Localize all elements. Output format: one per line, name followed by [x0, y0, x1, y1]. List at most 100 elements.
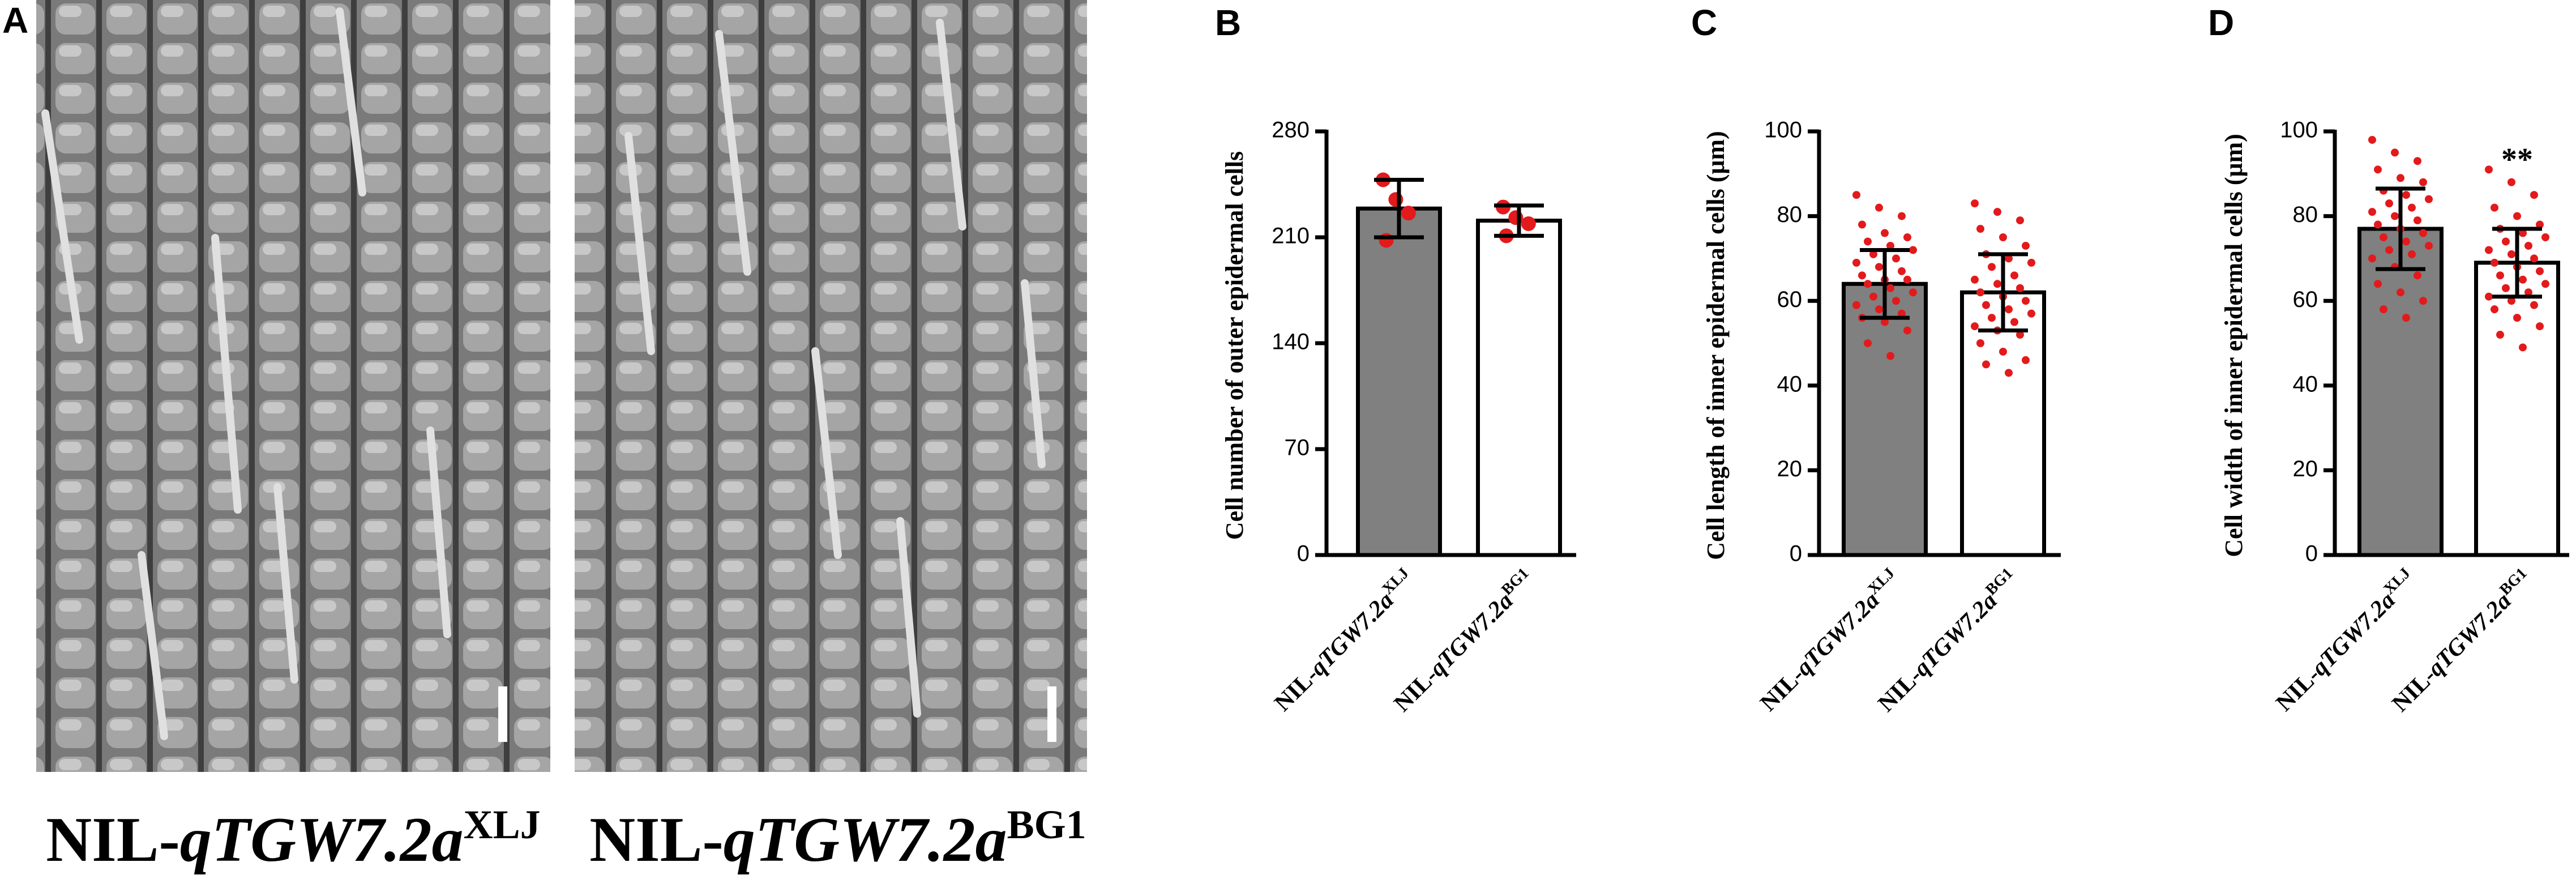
caption-allele: XLJ [464, 802, 541, 847]
data-point [2491, 203, 2498, 212]
data-point [2397, 288, 2404, 297]
data-point [1875, 305, 1883, 314]
data-point [1852, 191, 1860, 199]
data-point [1971, 199, 1979, 208]
data-point [1401, 206, 1416, 221]
data-point [1379, 233, 1394, 248]
data-point [1993, 208, 2001, 216]
data-point [2519, 275, 2527, 284]
bar [2357, 227, 2444, 557]
data-point [2530, 191, 2538, 199]
data-point [2016, 284, 2024, 292]
sem-image [575, 0, 1087, 772]
caption-gene: qTGW7.2a [724, 805, 1007, 875]
data-point [1852, 301, 1860, 309]
data-point [1999, 347, 2007, 356]
data-point [1875, 203, 1883, 212]
data-point [2368, 254, 2376, 263]
error-bar [1978, 252, 2028, 333]
y-tick-label: 100 [1764, 118, 1802, 143]
data-point [2022, 356, 2030, 364]
data-point [1898, 267, 1906, 275]
data-point [1881, 318, 1889, 326]
data-point [2016, 216, 2024, 225]
data-point [2496, 271, 2504, 280]
y-tick-label: 80 [2293, 202, 2318, 227]
data-point [1869, 250, 1877, 258]
panel-label: B [1215, 2, 1241, 43]
data-point [2414, 157, 2421, 165]
data-point [2380, 233, 2387, 241]
x-tick-label: NIL-qTGW7.2aBG1 [1872, 565, 2024, 717]
data-point [1976, 288, 1984, 297]
caption-prefix: NIL- [46, 805, 179, 875]
y-tick-label: 280 [1272, 118, 1310, 143]
data-point [2485, 292, 2493, 301]
data-point [2419, 229, 2427, 237]
y-tick-label: 0 [2305, 541, 2318, 566]
data-point [2027, 309, 2035, 318]
data-point [2022, 297, 2030, 305]
data-point [2507, 297, 2515, 305]
data-point [2541, 233, 2549, 241]
data-point [1988, 314, 1996, 322]
error-bar [1374, 177, 1424, 240]
data-point [2513, 314, 2521, 322]
data-point [2385, 246, 2393, 254]
data-point [1892, 254, 1900, 263]
data-point [1886, 284, 1894, 292]
caption-prefix: NIL- [589, 805, 723, 875]
data-point [1875, 263, 1883, 271]
data-point [2374, 220, 2382, 229]
error-bar [1494, 203, 1544, 238]
data-point [1864, 339, 1872, 347]
data-point [2374, 165, 2382, 174]
data-point [2491, 305, 2498, 314]
data-point [2519, 229, 2527, 237]
data-point [1999, 233, 2007, 241]
significance: ** [2501, 142, 2533, 177]
data-point [2385, 199, 2393, 208]
data-point [1971, 322, 1979, 331]
data-point [2491, 258, 2498, 267]
y-tick-label: 140 [1272, 330, 1310, 355]
data-point [2402, 314, 2410, 322]
data-point [2010, 318, 2018, 326]
data-point [1909, 288, 1917, 297]
data-point [2010, 271, 2018, 280]
data-point [2005, 369, 2013, 377]
data-point [2536, 267, 2544, 275]
data-point [2419, 178, 2427, 186]
data-point [2530, 254, 2538, 263]
data-point [2496, 331, 2504, 339]
data-point [1881, 229, 1889, 237]
image-caption: NIL-qTGW7.2aXLJ [46, 802, 540, 875]
data-point [2402, 191, 2410, 199]
caption-gene: qTGW7.2a [180, 805, 464, 875]
category-gene: qTGW7.2a [2423, 588, 2516, 681]
data-point [2368, 135, 2376, 144]
y-tick-label: 60 [1777, 287, 1803, 312]
data-point [1892, 297, 1900, 305]
data-point [2536, 322, 2544, 331]
data-point [1903, 326, 1911, 335]
data-point [1864, 280, 1872, 288]
data-point [2541, 280, 2549, 288]
data-point [2425, 195, 2433, 203]
y-tick-label: 20 [1777, 456, 1803, 481]
panel-label: A [2, 0, 28, 41]
category-gene: qTGW7.2a [1424, 588, 1518, 681]
data-point [1982, 360, 1990, 369]
data-point [2380, 305, 2387, 314]
data-point [2408, 250, 2416, 258]
bar [1476, 219, 1562, 557]
y-tick-label: 60 [2293, 287, 2318, 312]
data-point [2005, 254, 2013, 263]
data-point [1864, 237, 1872, 246]
category-gene: qTGW7.2a [1909, 588, 2002, 681]
data-point [2368, 208, 2376, 216]
y-tick-label: 40 [1777, 372, 1803, 396]
y-tick-label: 210 [1272, 224, 1310, 249]
